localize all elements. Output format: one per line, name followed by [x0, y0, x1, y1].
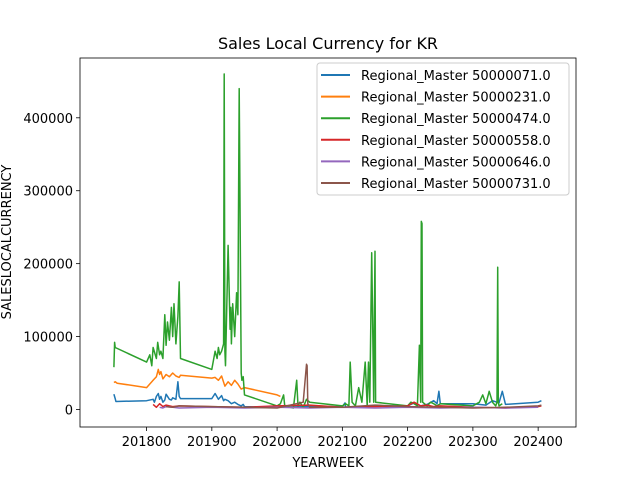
chart-title: Sales Local Currency for KR — [218, 34, 438, 53]
legend-label-3: Regional_Master 50000558.0 — [361, 134, 551, 149]
y-tick-label-4: 400000 — [23, 112, 73, 127]
legend-label-2: Regional_Master 50000474.0 — [361, 112, 551, 127]
series-layer — [113, 73, 542, 409]
y-axis: 0 100000 200000 300000 400000 — [23, 112, 80, 418]
x-axis-label: YEARWEEK — [291, 456, 364, 471]
legend-box — [316, 62, 570, 196]
y-tick-label-2: 200000 — [23, 258, 73, 273]
series-line-3 — [152, 401, 542, 409]
plot-frame — [79, 57, 577, 428]
y-tick-label-1: 100000 — [23, 331, 73, 346]
legend-label-4: Regional_Master 50000646.0 — [361, 155, 551, 170]
x-axis: 201800 201900 202000 202100 202200 202300 2024… — [122, 427, 563, 450]
x-tick-label-4: 202200 — [383, 435, 433, 450]
legend: Regional_Master 50000071.0 Regional_Maste… — [316, 62, 570, 196]
legend-label-5: Regional_Master 50000731.0 — [361, 177, 551, 192]
x-tick-label-0: 201800 — [122, 435, 172, 450]
x-tick-label-6: 202400 — [513, 435, 563, 450]
legend-label-0: Regional_Master 50000071.0 — [361, 69, 551, 84]
x-tick-label-3: 202100 — [318, 435, 368, 450]
x-tick-label-2: 202000 — [252, 435, 302, 450]
series-line-0 — [113, 381, 542, 409]
series-line-5 — [166, 363, 542, 409]
y-axis-label: SALESLOCALCURRENCY — [0, 165, 15, 320]
legend-label-1: Regional_Master 50000231.0 — [361, 91, 551, 106]
x-tick-label-5: 202300 — [448, 435, 498, 450]
y-tick-label-0: 0 — [65, 403, 73, 418]
series-line-2 — [113, 73, 503, 409]
series-line-1 — [113, 368, 281, 398]
x-tick-label-1: 201900 — [187, 435, 237, 450]
y-tick-label-3: 300000 — [23, 185, 73, 200]
